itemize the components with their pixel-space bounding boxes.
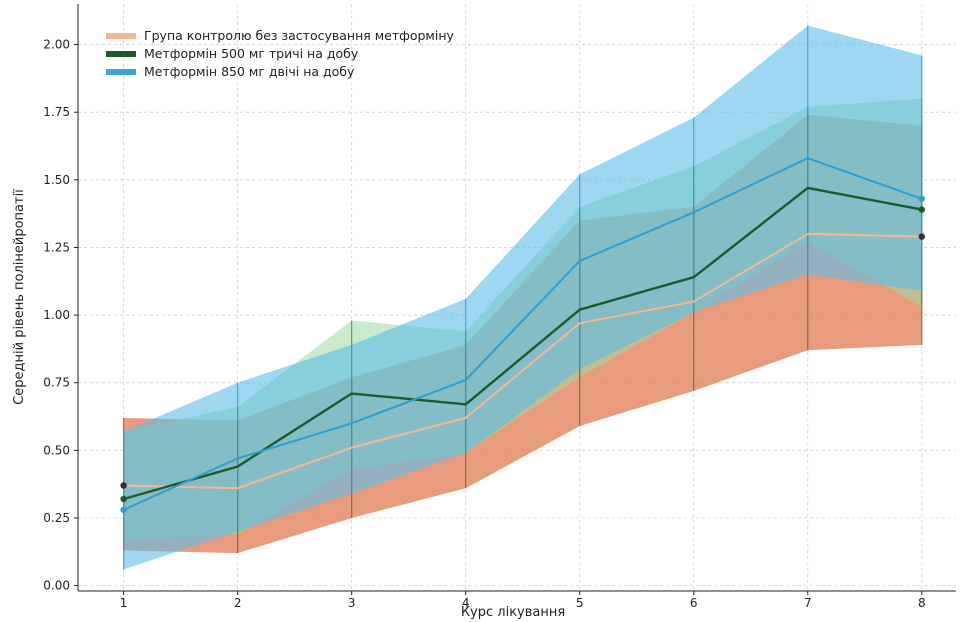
x-tick-label: 4 bbox=[462, 596, 470, 610]
series-lines bbox=[123, 157, 923, 511]
legend-label: Метформін 850 мг двічі на добу bbox=[144, 64, 355, 79]
series-line bbox=[123, 186, 923, 501]
legend-label: Метформін 500 мг тричі на добу bbox=[144, 46, 359, 61]
confidence-band bbox=[123, 25, 922, 570]
y-tick-label: 1.50 bbox=[43, 173, 70, 187]
confidence-bands bbox=[123, 25, 922, 570]
error-bars bbox=[123, 25, 923, 570]
y-tick-label: 0.75 bbox=[43, 376, 70, 390]
x-axis-title: Курс лікування bbox=[461, 605, 565, 620]
series-point bbox=[120, 495, 127, 503]
tick-labels: 1 2 3 4 5 6 7 8 0.00 0.25 0.50 0.75 1.00 1.25 1.50 1.75… bbox=[43, 38, 925, 610]
legend: Група контролю без застосування метформі… bbox=[106, 28, 454, 79]
series-line bbox=[123, 157, 923, 511]
series-line bbox=[123, 232, 922, 490]
y-tick-label: 1.25 bbox=[43, 240, 70, 254]
series-point bbox=[918, 206, 925, 213]
x-tick-label: 5 bbox=[576, 596, 584, 610]
series-point bbox=[918, 233, 925, 240]
legend-swatch bbox=[106, 33, 136, 39]
y-tick-label: 0.00 bbox=[43, 579, 70, 593]
y-tick-label: 2.00 bbox=[43, 38, 70, 52]
y-tick-label: 1.75 bbox=[43, 105, 70, 119]
y-axis-title: Середній рівень полінейропатії bbox=[12, 189, 27, 405]
legend-swatch bbox=[106, 69, 136, 75]
series-point bbox=[120, 482, 127, 489]
x-tick-label: 3 bbox=[348, 596, 356, 610]
axes bbox=[77, 4, 956, 592]
x-tick-label: 2 bbox=[234, 596, 242, 610]
y-tick-label: 1.00 bbox=[43, 308, 70, 322]
series-points bbox=[120, 195, 925, 514]
x-tick-label: 7 bbox=[804, 596, 812, 610]
x-tick-label: 6 bbox=[690, 596, 698, 610]
legend-label: Група контролю без застосування метформі… bbox=[144, 28, 454, 43]
y-tick-label: 0.25 bbox=[43, 511, 70, 525]
x-tick-label: 1 bbox=[120, 596, 128, 610]
series-point bbox=[120, 506, 127, 514]
x-tick-label: 8 bbox=[918, 596, 926, 610]
series-point bbox=[918, 195, 925, 202]
y-tick-label: 0.50 bbox=[43, 443, 70, 457]
legend-swatch bbox=[106, 51, 136, 57]
